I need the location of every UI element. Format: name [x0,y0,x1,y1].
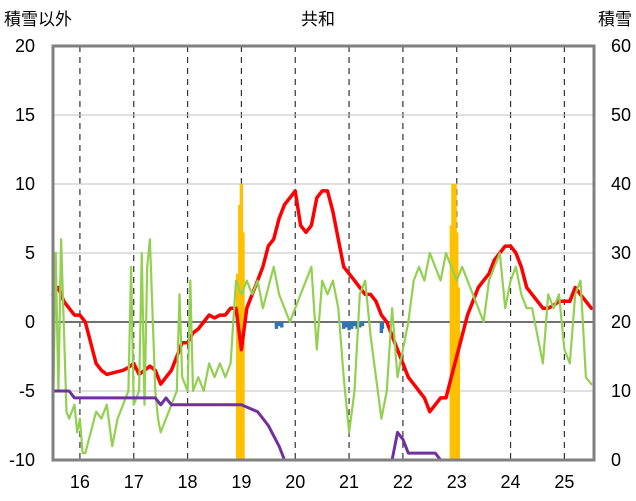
x-tick-label: 17 [124,472,144,492]
y-left-tick-label: 20 [15,36,35,56]
bar [277,322,281,327]
y-left-tick-label: 0 [25,312,35,332]
y-right-tick-label: 40 [611,174,631,194]
x-tick-label: 16 [70,472,90,492]
y-right-tick-label: 0 [611,450,621,470]
right-axis-label: 積雪 [598,10,632,29]
plot-border [51,44,596,462]
x-tick-label: 23 [447,472,467,492]
bar [350,322,354,329]
y-left-tick-label: 15 [15,105,35,125]
series-line [51,389,593,462]
x-tick-label: 24 [501,472,521,492]
y-right-tick-label: 20 [611,312,631,332]
bar [280,322,284,328]
bar [358,322,362,328]
series-line [51,189,594,414]
y-left-tick-label: -5 [19,381,35,401]
left-axis-label: 積雪以外 [4,10,72,29]
bar [360,322,365,327]
y-left-tick-label: -10 [9,450,35,470]
x-tick-label: 22 [393,472,413,492]
chart-title: 共和 [301,10,335,29]
bar [235,273,240,460]
bar [352,322,357,327]
x-tick-label: 19 [231,472,251,492]
series-line [51,238,593,455]
bar [456,287,461,460]
y-left-tick-label: 5 [25,243,35,263]
x-tick-label: 25 [554,472,574,492]
bar [380,322,385,329]
x-tick-label: 20 [285,472,305,492]
y-left-tick-label: 10 [15,174,35,194]
bar [274,322,279,329]
bar [347,322,351,331]
tick-labels: 16 17 18 19 20 21 22 23 24 2520151050-5-106050403… [9,36,631,492]
y-right-tick-label: 60 [611,36,631,56]
line-series [51,189,594,462]
bar [341,322,346,329]
bar [344,322,349,328]
y-right-tick-label: 30 [611,243,631,263]
x-tick-label: 21 [339,472,359,492]
y-right-tick-label: 10 [611,381,631,401]
bar [451,184,455,460]
x-tick-label: 18 [178,472,198,492]
y-right-tick-label: 50 [611,105,631,125]
plot-frame [51,44,596,462]
